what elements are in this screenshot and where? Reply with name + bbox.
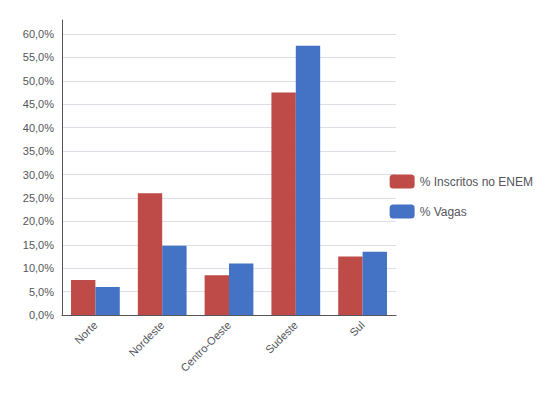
svg-text:0,0%: 0,0% (29, 309, 54, 321)
svg-text:25,0%: 25,0% (23, 192, 54, 204)
svg-text:Norte: Norte (72, 319, 99, 346)
svg-text:55,0%: 55,0% (23, 51, 54, 63)
svg-text:35,0%: 35,0% (23, 145, 54, 157)
svg-text:20,0%: 20,0% (23, 215, 54, 227)
svg-text:45,0%: 45,0% (23, 98, 54, 110)
svg-text:Sudeste: Sudeste (263, 319, 300, 356)
svg-text:Sul: Sul (347, 319, 367, 339)
svg-text:% Vagas: % Vagas (420, 205, 467, 219)
svg-text:40,0%: 40,0% (23, 122, 54, 134)
svg-text:Centro-Oeste: Centro-Oeste (178, 319, 233, 374)
svg-text:5,0%: 5,0% (29, 286, 54, 298)
svg-text:50,0%: 50,0% (23, 75, 54, 87)
svg-text:% Inscritos no ENEM: % Inscritos no ENEM (420, 175, 533, 189)
svg-text:10,0%: 10,0% (23, 262, 54, 274)
svg-text:Nordeste: Nordeste (126, 319, 166, 359)
svg-text:30,0%: 30,0% (23, 169, 54, 181)
svg-text:15,0%: 15,0% (23, 239, 54, 251)
svg-text:60,0%: 60,0% (23, 28, 54, 40)
